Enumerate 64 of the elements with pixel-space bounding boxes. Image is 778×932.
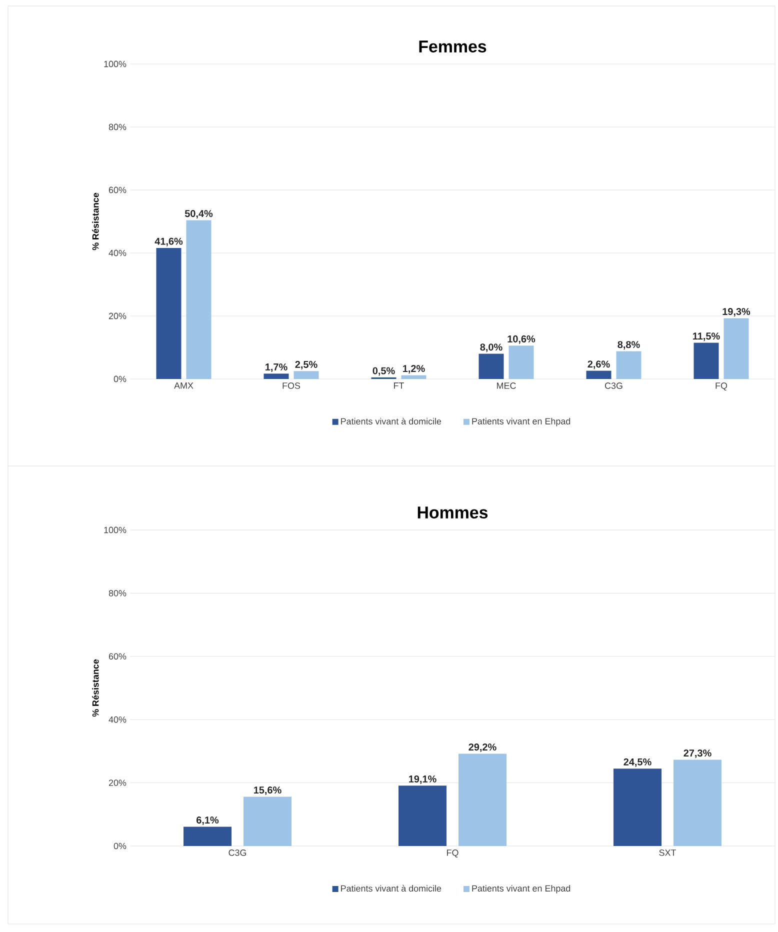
bar [458, 754, 506, 846]
data-label: 27,3% [684, 750, 712, 758]
bar [616, 351, 642, 379]
x-tick-label: C3G [604, 382, 622, 389]
y-tick-label: 60% [108, 186, 126, 194]
data-label: 10,6% [508, 335, 536, 344]
bar [186, 220, 212, 379]
y-tick-label: 100% [104, 526, 126, 534]
data-label: 19,3% [722, 308, 750, 316]
bar [398, 786, 446, 846]
x-tick-label: FOS [282, 382, 300, 389]
x-tick-label: FQ [716, 382, 728, 390]
bar [156, 248, 182, 379]
y-tick-label: 60% [108, 653, 126, 660]
bar [264, 374, 289, 379]
y-tick-label: 20% [108, 780, 126, 786]
x-tick-label: MEC [497, 382, 516, 389]
bar [674, 760, 722, 846]
chart-title: Femmes [419, 40, 486, 52]
bar [478, 354, 504, 379]
data-label: 2,6% [588, 360, 610, 370]
bar [614, 768, 662, 846]
bar [508, 346, 534, 379]
data-label: 29,2% [468, 744, 496, 752]
x-tick-label: SXT [659, 850, 676, 856]
y-tick-label: 40% [108, 716, 126, 723]
data-label: 8,8% [618, 341, 640, 350]
data-label: 0,5% [372, 367, 395, 376]
data-label: 8,0% [480, 344, 502, 352]
y-tick-label: 80% [108, 590, 126, 596]
data-label: 6,1% [196, 816, 219, 826]
legend-label: Patients vivant en Ehpad [472, 884, 570, 894]
data-label: 1,2% [403, 365, 425, 374]
y-tick-label: 100% [104, 60, 126, 68]
y-tick-label: 0% [114, 842, 126, 850]
bar [586, 370, 612, 379]
data-label: 24,5% [624, 758, 652, 767]
data-label: 11,5% [693, 332, 720, 342]
y-tick-label: 80% [108, 124, 126, 130]
bar [244, 796, 292, 846]
y-axis-title: % Résistance [92, 659, 99, 717]
data-label: 19,1% [409, 775, 436, 784]
y-tick-label: 0% [114, 376, 126, 382]
bar [724, 318, 749, 379]
x-tick-label: C3G [228, 850, 246, 856]
legend-label: Patients vivant à domicile [341, 418, 442, 425]
x-tick-label: AMX [174, 382, 194, 389]
data-label: 1,7% [266, 363, 288, 372]
x-tick-label: FT [394, 382, 404, 389]
bar [294, 371, 319, 379]
y-tick-label: 40% [108, 250, 126, 256]
bar [401, 375, 426, 379]
data-label: 2,5% [295, 360, 318, 370]
legend-label: Patients vivant à domicile [341, 884, 442, 892]
chart-title: Hommes [418, 506, 488, 518]
bar [694, 342, 719, 379]
data-label: 41,6% [154, 238, 183, 246]
y-axis-title: % Résistance [92, 192, 99, 250]
data-label: 50,4% [184, 210, 213, 219]
x-tick-label: FQ [447, 850, 458, 858]
legend-label: Patients vivant en Ehpad [472, 418, 570, 426]
data-label: 15,6% [254, 786, 282, 795]
bar [184, 826, 232, 846]
y-tick-label: 20% [108, 312, 126, 320]
